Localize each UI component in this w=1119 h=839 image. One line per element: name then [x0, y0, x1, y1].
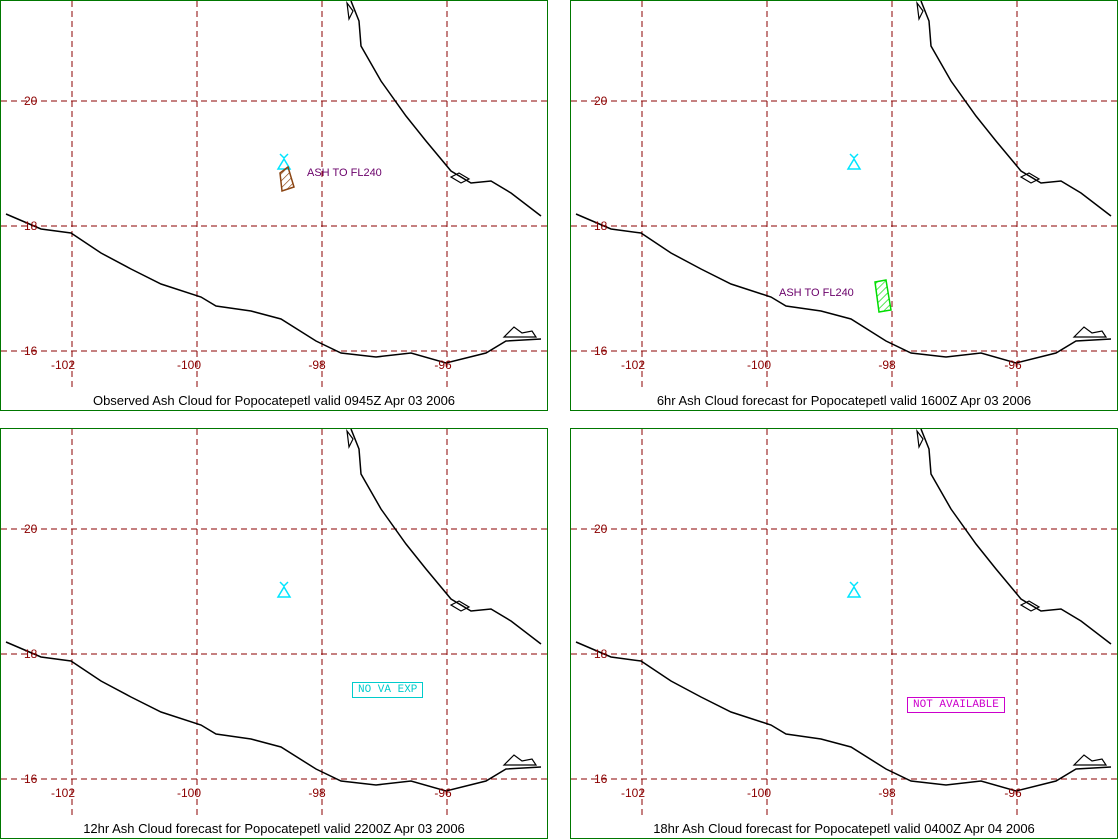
ash-cloud-area: [279, 165, 295, 193]
lat-tick-label: 18: [594, 219, 608, 233]
gulf-coastline: [920, 1, 1112, 217]
lon-tick-label: -98: [878, 786, 896, 800]
lat-tick-label: 18: [24, 647, 38, 661]
no-va-exp-label: NO VA EXP: [352, 682, 424, 698]
graticule: [1, 429, 547, 819]
coast-inlet: [916, 1, 924, 22]
graticule: [571, 1, 1117, 391]
lon-tick-label: -96: [434, 786, 452, 800]
map-panel-18hr: 20 18 16 -102 -100 -98 -96 NOT AVAILABLE 18hr …: [570, 428, 1118, 839]
ash-cloud-label: ASH TO FL240: [307, 167, 382, 179]
lon-tick-label: -102: [51, 786, 75, 800]
panel-caption: 6hr Ash Cloud forecast for Popocatepetl …: [656, 393, 1032, 408]
lon-tick-label: -98: [878, 358, 896, 372]
volcano-triangle-icon: [276, 153, 292, 170]
coast-lagoon: [449, 600, 471, 612]
lon-tick-label: -98: [308, 786, 326, 800]
map-canvas: 20 18 16 -102 -100 -98 -96 ASH TO FL240: [1, 1, 547, 391]
coast-inlet: [502, 326, 538, 338]
panel-caption: Observed Ash Cloud for Popocatepetl vali…: [92, 393, 456, 408]
lat-tick-label: 18: [594, 647, 608, 661]
lon-tick-label: -100: [177, 358, 201, 372]
graticule: [1, 1, 547, 391]
ash-cloud-label: ASH TO FL240: [779, 287, 854, 299]
not-available-label: NOT AVAILABLE: [907, 697, 1005, 713]
gulf-coastline: [350, 429, 542, 645]
lon-tick-label: -96: [434, 358, 452, 372]
lon-tick-label: -98: [308, 358, 326, 372]
ash-cloud-area: [874, 279, 892, 313]
pacific-coastline: [5, 641, 542, 792]
lon-tick-label: -100: [747, 358, 771, 372]
lon-tick-label: -96: [1004, 358, 1022, 372]
coast-lagoon: [1019, 600, 1041, 612]
map-panel-6hr: 20 18 16 -102 -100 -98 -96 ASH TO FL240 6hr Ash…: [570, 0, 1118, 411]
pacific-coastline: [5, 213, 542, 364]
map-canvas: 20 18 16 -102 -100 -98 -96: [1, 429, 547, 819]
lat-tick-label: 16: [24, 344, 38, 358]
volcano-triangle-icon: [276, 581, 292, 598]
lat-tick-label: 20: [24, 522, 38, 536]
coast-inlet: [1072, 754, 1108, 766]
panel-caption: 18hr Ash Cloud forecast for Popocatepetl…: [653, 821, 1035, 836]
map-canvas: 20 18 16 -102 -100 -98 -96 ASH TO FL240: [571, 1, 1117, 391]
volcano-triangle-icon: [846, 581, 862, 598]
lon-tick-label: -102: [621, 786, 645, 800]
lat-tick-label: 16: [594, 344, 608, 358]
lat-tick-label: 16: [24, 772, 38, 786]
coast-lagoon: [449, 172, 471, 184]
lon-tick-label: -102: [621, 358, 645, 372]
lat-tick-label: 20: [594, 522, 608, 536]
lat-tick-label: 20: [594, 94, 608, 108]
map-panel-observed: 20 18 16 -102 -100 -98 -96 ASH TO FL240 Observe…: [0, 0, 548, 411]
map-canvas: 20 18 16 -102 -100 -98 -96: [571, 429, 1117, 819]
lon-tick-label: -100: [177, 786, 201, 800]
graticule: [571, 429, 1117, 819]
pacific-coastline: [575, 213, 1112, 364]
coast-inlet: [346, 429, 354, 450]
gulf-coastline: [350, 1, 542, 217]
pacific-coastline: [575, 641, 1112, 792]
map-panel-12hr: 20 18 16 -102 -100 -98 -96 NO VA EXP 12hr Ash …: [0, 428, 548, 839]
coast-inlet: [502, 754, 538, 766]
lon-tick-label: -102: [51, 358, 75, 372]
coast-inlet: [346, 1, 354, 22]
lat-tick-label: 20: [24, 94, 38, 108]
volcano-triangle-icon: [846, 153, 862, 170]
lon-tick-label: -100: [747, 786, 771, 800]
gulf-coastline: [920, 429, 1112, 645]
lat-tick-label: 16: [594, 772, 608, 786]
coast-inlet: [916, 429, 924, 450]
coast-lagoon: [1019, 172, 1041, 184]
lon-tick-label: -96: [1004, 786, 1022, 800]
panel-caption: 12hr Ash Cloud forecast for Popocatepetl…: [83, 821, 465, 836]
lat-tick-label: 18: [24, 219, 38, 233]
coast-inlet: [1072, 326, 1108, 338]
